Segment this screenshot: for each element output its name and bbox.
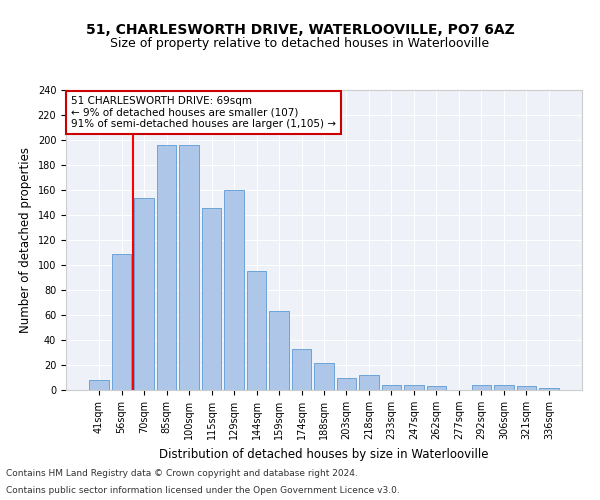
Text: 51, CHARLESWORTH DRIVE, WATERLOOVILLE, PO7 6AZ: 51, CHARLESWORTH DRIVE, WATERLOOVILLE, P…: [86, 22, 514, 36]
Bar: [382, 385, 401, 390]
Bar: [337, 378, 356, 390]
Bar: [427, 386, 446, 390]
Text: Contains public sector information licensed under the Open Government Licence v3: Contains public sector information licen…: [6, 486, 400, 495]
Bar: [359, 375, 379, 390]
Bar: [314, 362, 334, 390]
Bar: [202, 208, 221, 390]
Bar: [494, 385, 514, 390]
Bar: [134, 198, 154, 390]
Bar: [89, 380, 109, 390]
Bar: [224, 190, 244, 390]
Text: 51 CHARLESWORTH DRIVE: 69sqm
← 9% of detached houses are smaller (107)
91% of se: 51 CHARLESWORTH DRIVE: 69sqm ← 9% of det…: [71, 96, 336, 129]
X-axis label: Distribution of detached houses by size in Waterlooville: Distribution of detached houses by size …: [159, 448, 489, 460]
Text: Contains HM Land Registry data © Crown copyright and database right 2024.: Contains HM Land Registry data © Crown c…: [6, 468, 358, 477]
Bar: [269, 311, 289, 390]
Bar: [157, 145, 176, 390]
Bar: [292, 349, 311, 390]
Text: Size of property relative to detached houses in Waterlooville: Size of property relative to detached ho…: [110, 38, 490, 51]
Bar: [247, 271, 266, 390]
Bar: [539, 388, 559, 390]
Bar: [112, 254, 131, 390]
Bar: [179, 145, 199, 390]
Bar: [472, 385, 491, 390]
Bar: [404, 385, 424, 390]
Bar: [517, 386, 536, 390]
Y-axis label: Number of detached properties: Number of detached properties: [19, 147, 32, 333]
